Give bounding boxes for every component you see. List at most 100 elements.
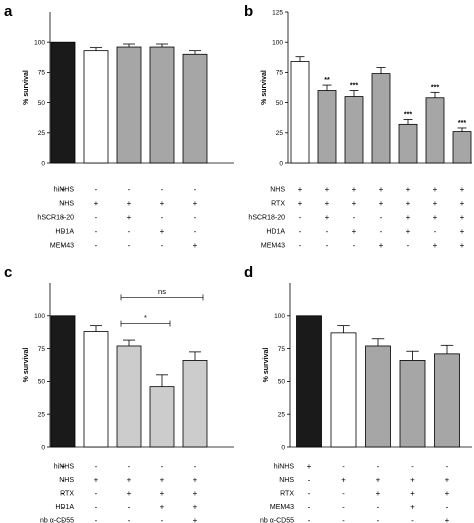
bar <box>83 50 109 164</box>
condition-mark: - <box>161 462 164 471</box>
condition-mark: + <box>460 185 465 194</box>
condition-mark: + <box>193 502 198 511</box>
significance-label: *** <box>350 83 358 90</box>
y-tick-label: 50 <box>276 100 284 107</box>
condition-mark: + <box>160 475 165 484</box>
condition-mark: - <box>62 227 65 236</box>
condition-mark: - <box>407 241 410 250</box>
condition-label: RTX <box>271 201 285 208</box>
bar <box>50 41 76 164</box>
condition-mark: - <box>308 489 311 498</box>
y-tick-label: 75 <box>276 70 284 77</box>
condition-mark: - <box>161 185 164 194</box>
y-tick-label: 25 <box>38 412 46 419</box>
condition-label: hiNHS <box>274 464 295 471</box>
condition-mark: + <box>307 462 312 471</box>
condition-mark: - <box>342 462 345 471</box>
condition-mark: + <box>127 199 132 208</box>
condition-mark: + <box>406 185 411 194</box>
condition-mark: - <box>161 516 164 523</box>
condition-mark: + <box>160 227 165 236</box>
condition-label: MEM43 <box>261 243 285 250</box>
y-tick-label: 75 <box>38 346 46 353</box>
condition-mark: - <box>62 516 65 523</box>
condition-label: nb α-CD55 <box>260 518 294 523</box>
y-tick-label: 0 <box>41 444 45 451</box>
condition-mark: + <box>160 199 165 208</box>
panel-letter: d <box>244 264 253 281</box>
condition-mark: - <box>446 502 449 511</box>
panel-letter: b <box>244 3 253 20</box>
condition-label: NHS <box>59 201 74 208</box>
condition-mark: + <box>379 185 384 194</box>
condition-mark: - <box>161 241 164 250</box>
condition-mark: + <box>410 475 415 484</box>
condition-mark: - <box>353 241 356 250</box>
condition-mark: - <box>194 462 197 471</box>
condition-mark: - <box>62 241 65 250</box>
condition-mark: + <box>193 199 198 208</box>
y-axis-label: % survival <box>261 70 268 105</box>
bar <box>296 315 322 448</box>
condition-mark: - <box>128 462 131 471</box>
y-tick-label: 25 <box>278 412 286 419</box>
condition-mark: - <box>95 462 98 471</box>
condition-mark: + <box>325 199 330 208</box>
condition-mark: + <box>325 185 330 194</box>
condition-mark: + <box>61 462 66 471</box>
condition-mark: + <box>193 489 198 498</box>
condition-mark: - <box>299 241 302 250</box>
significance-label: *** <box>458 120 466 127</box>
bar <box>365 345 391 448</box>
bar <box>116 345 142 448</box>
condition-mark: - <box>380 227 383 236</box>
condition-mark: + <box>460 199 465 208</box>
condition-mark: + <box>193 475 198 484</box>
condition-mark: + <box>460 227 465 236</box>
condition-mark: + <box>379 241 384 250</box>
condition-mark: - <box>62 502 65 511</box>
bar <box>116 46 142 164</box>
bar <box>452 131 472 164</box>
y-tick-label: 100 <box>272 40 283 47</box>
bar <box>399 360 426 448</box>
y-tick-label: 100 <box>34 40 45 47</box>
bar <box>398 123 418 164</box>
condition-mark: - <box>353 213 356 222</box>
y-tick-label: 50 <box>38 379 46 386</box>
y-axis-label: % survival <box>23 348 30 383</box>
condition-mark: + <box>406 213 411 222</box>
bar <box>83 331 109 448</box>
condition-mark: - <box>194 185 197 194</box>
condition-mark: - <box>434 227 437 236</box>
condition-mark: - <box>326 227 329 236</box>
condition-label: MEM43 <box>270 504 294 511</box>
condition-mark: - <box>299 227 302 236</box>
condition-mark: - <box>342 489 345 498</box>
y-tick-label: 75 <box>38 70 46 77</box>
condition-label: NHS <box>270 187 285 194</box>
bar <box>344 96 364 164</box>
bar <box>182 360 208 448</box>
condition-label: RTX <box>280 491 294 498</box>
condition-mark: + <box>376 475 381 484</box>
bar <box>371 73 391 164</box>
condition-mark: + <box>379 199 384 208</box>
condition-label: HD1A <box>55 229 74 236</box>
condition-mark: + <box>193 241 198 250</box>
condition-mark: + <box>433 213 438 222</box>
significance-label: *** <box>404 112 412 119</box>
condition-label: hiNHS <box>54 464 75 471</box>
condition-mark: - <box>194 227 197 236</box>
y-tick-label: 25 <box>276 130 284 137</box>
condition-mark: + <box>325 213 330 222</box>
y-tick-label: 50 <box>278 379 286 386</box>
condition-mark: + <box>433 241 438 250</box>
condition-mark: - <box>326 241 329 250</box>
condition-mark: - <box>128 227 131 236</box>
condition-label: hSCR18-20 <box>37 215 74 222</box>
condition-mark: - <box>411 516 414 523</box>
condition-mark: - <box>446 462 449 471</box>
